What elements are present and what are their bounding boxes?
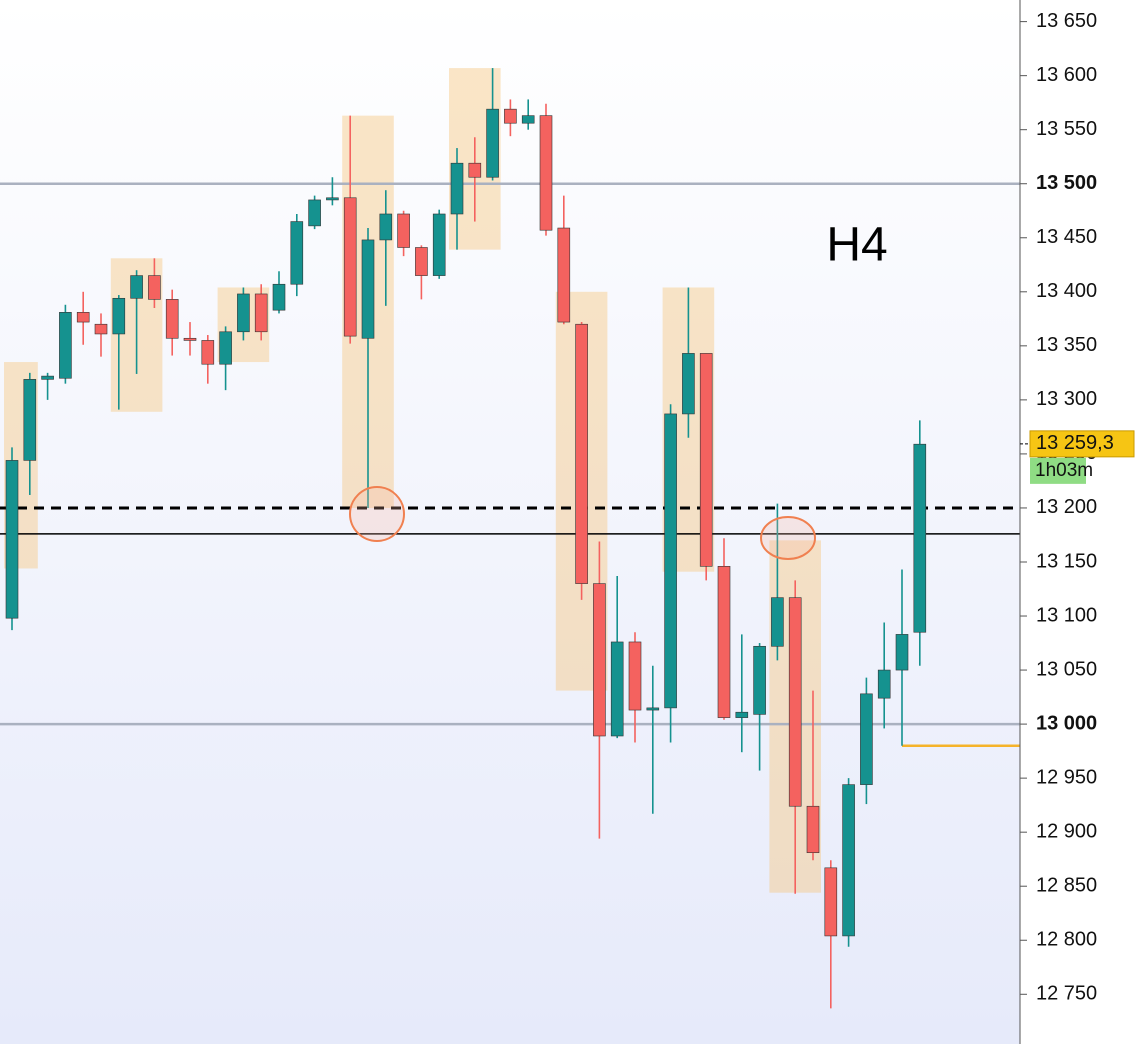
candle-body bbox=[343, 197, 357, 337]
candle-body bbox=[788, 597, 802, 807]
candle-body bbox=[664, 413, 677, 709]
candle-body bbox=[877, 669, 891, 699]
last-price-label: 13 259,3 bbox=[1036, 432, 1114, 454]
y-tick-label: 13 000 bbox=[1036, 712, 1097, 734]
price-axis bbox=[1020, 0, 1136, 1044]
candle-body bbox=[183, 337, 197, 341]
candle-body bbox=[379, 213, 393, 241]
candle-body bbox=[148, 275, 161, 300]
y-tick-label: 12 900 bbox=[1036, 820, 1097, 842]
candle-body bbox=[717, 566, 731, 718]
candle-body bbox=[76, 312, 90, 323]
candle-body bbox=[913, 443, 927, 633]
candle-body bbox=[23, 379, 37, 461]
y-tick-label: 13 400 bbox=[1036, 280, 1097, 302]
y-tick-label: 13 100 bbox=[1036, 604, 1097, 626]
countdown-badge bbox=[1030, 457, 1086, 484]
candle-body bbox=[397, 213, 410, 248]
y-tick-label: 13 200 bbox=[1036, 496, 1097, 518]
candle-body bbox=[557, 227, 571, 323]
candle-body bbox=[682, 353, 695, 415]
y-tick-label: 13 300 bbox=[1036, 388, 1097, 410]
candle-body bbox=[610, 641, 624, 737]
y-tick-label: 13 450 bbox=[1036, 226, 1097, 248]
candle-body bbox=[593, 583, 606, 737]
candle-body bbox=[699, 353, 713, 567]
candle-body bbox=[646, 707, 660, 711]
candle-body bbox=[290, 221, 304, 285]
y-tick-label: 12 950 bbox=[1036, 766, 1097, 788]
candle-body bbox=[753, 645, 766, 715]
candle-body bbox=[468, 162, 482, 178]
y-tick-label: 12 750 bbox=[1036, 983, 1097, 1005]
candle-body bbox=[415, 247, 428, 276]
candle-body bbox=[237, 293, 250, 333]
candle-body bbox=[575, 323, 588, 584]
candle-body bbox=[628, 641, 642, 711]
y-tick-label: 13 050 bbox=[1036, 658, 1097, 680]
y-tick-label: 13 150 bbox=[1036, 550, 1097, 572]
last-price-badge bbox=[1029, 430, 1135, 458]
candle-body bbox=[504, 108, 517, 124]
y-tick-label: 12 850 bbox=[1036, 874, 1097, 896]
y-tick-label: 13 650 bbox=[1036, 10, 1097, 32]
candle-body bbox=[219, 331, 232, 365]
candle-body bbox=[860, 693, 873, 785]
candle-body bbox=[735, 711, 749, 718]
candle-body bbox=[824, 867, 838, 937]
candle-body bbox=[521, 115, 535, 124]
candle-body bbox=[254, 293, 268, 333]
candle-body bbox=[771, 597, 784, 647]
candle-body bbox=[361, 239, 375, 339]
candle-body bbox=[272, 283, 286, 311]
candle-body bbox=[112, 297, 126, 335]
candle-body bbox=[165, 299, 179, 339]
candle-body bbox=[842, 784, 855, 937]
candle-body bbox=[130, 275, 143, 299]
candle-body bbox=[41, 375, 54, 380]
candle-body bbox=[486, 108, 499, 178]
highlight-circle bbox=[349, 486, 405, 542]
candle-body bbox=[94, 323, 108, 335]
countdown-label: 1h03m bbox=[1035, 460, 1093, 481]
y-tick-label: 13 350 bbox=[1036, 334, 1097, 356]
candle-body bbox=[5, 460, 19, 619]
y-tick-label: 13 550 bbox=[1036, 118, 1097, 140]
candle-body bbox=[539, 115, 553, 231]
y-tick-label: 13 500 bbox=[1036, 172, 1097, 194]
candle-body bbox=[806, 805, 820, 854]
candle-body bbox=[308, 199, 321, 227]
timeframe-label: H4 bbox=[826, 219, 887, 272]
candle-body bbox=[432, 213, 446, 276]
highlight-circle bbox=[760, 516, 816, 560]
y-tick-label: 13 600 bbox=[1036, 64, 1097, 86]
y-tick-label: 12 800 bbox=[1036, 929, 1097, 951]
candle-body bbox=[895, 634, 909, 671]
candle-body bbox=[326, 197, 339, 201]
candle-body bbox=[450, 162, 464, 215]
candle-body bbox=[59, 312, 72, 379]
candle-body bbox=[201, 340, 215, 365]
